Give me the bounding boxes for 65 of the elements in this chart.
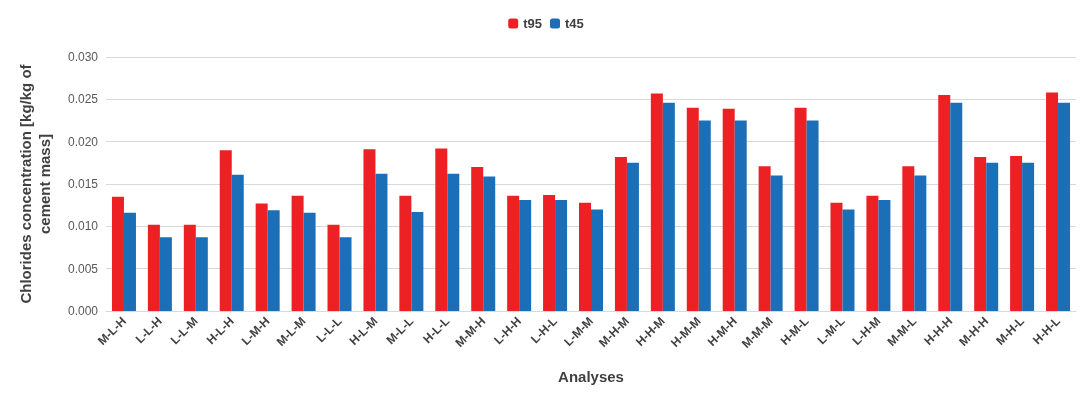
bar xyxy=(507,195,520,311)
bar xyxy=(698,120,711,311)
bar xyxy=(579,202,591,311)
y-tick-label: 0.000 xyxy=(67,304,99,318)
bar xyxy=(159,237,172,311)
y-tick-label: 0.015 xyxy=(67,177,99,191)
bar xyxy=(363,149,376,311)
bar xyxy=(183,224,196,311)
bar xyxy=(435,148,448,311)
bar xyxy=(543,195,556,311)
bar xyxy=(806,120,819,311)
legend-label: t45 xyxy=(565,16,584,31)
bar xyxy=(1058,102,1071,311)
bar xyxy=(758,166,771,311)
bar xyxy=(447,173,460,311)
bar xyxy=(662,102,675,311)
bar xyxy=(375,173,388,311)
bar xyxy=(974,156,987,311)
bar xyxy=(986,162,999,311)
legend-label: t95 xyxy=(523,16,543,31)
x-axis-title: Analyses xyxy=(558,368,624,385)
bar xyxy=(219,150,232,311)
bar xyxy=(519,200,532,311)
bar xyxy=(950,102,963,311)
bar xyxy=(722,108,735,311)
bar xyxy=(938,95,951,311)
bar xyxy=(770,175,783,311)
bar xyxy=(902,166,915,311)
y-tick-label: 0.030 xyxy=(67,50,99,64)
y-tick-label: 0.025 xyxy=(67,92,99,107)
bar xyxy=(255,203,268,311)
bar xyxy=(471,167,484,311)
bar xyxy=(291,195,304,311)
bar xyxy=(327,224,340,311)
bar xyxy=(734,120,747,311)
bar xyxy=(686,107,699,311)
bar xyxy=(626,162,639,311)
bar xyxy=(339,237,352,311)
bar xyxy=(267,210,280,311)
bar xyxy=(830,202,843,311)
bar xyxy=(111,196,124,311)
bar xyxy=(195,237,208,311)
bar xyxy=(555,200,568,311)
bar xyxy=(1046,92,1059,311)
bar xyxy=(866,195,879,311)
bar xyxy=(123,212,136,311)
bar xyxy=(411,211,424,311)
bar xyxy=(1022,162,1035,311)
y-tick-label: 0.020 xyxy=(67,134,99,149)
bar xyxy=(842,209,855,311)
bar xyxy=(614,156,627,311)
bar xyxy=(878,200,891,311)
bar xyxy=(231,174,244,311)
y-tick-label: 0.005 xyxy=(67,261,99,276)
bar xyxy=(1010,156,1023,311)
bar xyxy=(147,224,160,311)
bar xyxy=(650,93,663,311)
bar xyxy=(483,176,496,311)
y-tick-label: 0.010 xyxy=(67,219,99,234)
bar xyxy=(591,209,603,311)
y-axis-title: Chlorides concentration [kg/kg of cement mass] xyxy=(17,63,53,304)
bar xyxy=(303,212,316,311)
bar xyxy=(794,107,807,311)
bar xyxy=(399,195,412,311)
bar xyxy=(914,175,927,311)
